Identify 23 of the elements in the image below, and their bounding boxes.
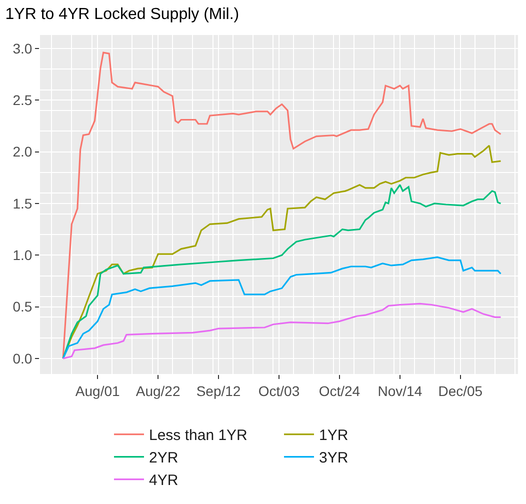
y-tick-label: 0.5 (12, 298, 32, 315)
x-tick-label: Oct/24 (318, 382, 360, 399)
y-tick-label: 3.0 (12, 40, 32, 56)
y-tick-label: 1.0 (12, 247, 32, 264)
line-series (62, 52, 502, 360)
y-tick-label: 2.5 (12, 92, 32, 108)
line-series (62, 256, 502, 360)
legend-label: Less than 1YR (149, 427, 248, 444)
legend-label: 1YR (319, 427, 348, 444)
x-tick-label: Aug/22 (136, 382, 180, 399)
y-tick-label: 2.0 (12, 144, 32, 160)
x-tick-label: Sep/12 (196, 382, 241, 399)
y-tick-label: 1.5 (12, 195, 32, 212)
legend-label: 2YR (149, 450, 178, 467)
y-tick-label: 0.0 (12, 350, 32, 366)
legend-label: 3YR (319, 450, 348, 467)
x-tick-label: Aug/01 (75, 382, 120, 399)
x-tick-label: Oct/03 (258, 382, 300, 399)
chart-title: 1YR to 4YR Locked Supply (Mil.) (5, 6, 240, 23)
x-tick-label: Dec/05 (438, 382, 483, 399)
line-series (62, 302, 502, 360)
x-tick-label: Nov/14 (378, 382, 422, 399)
legend-label: 4YR (149, 472, 178, 490)
